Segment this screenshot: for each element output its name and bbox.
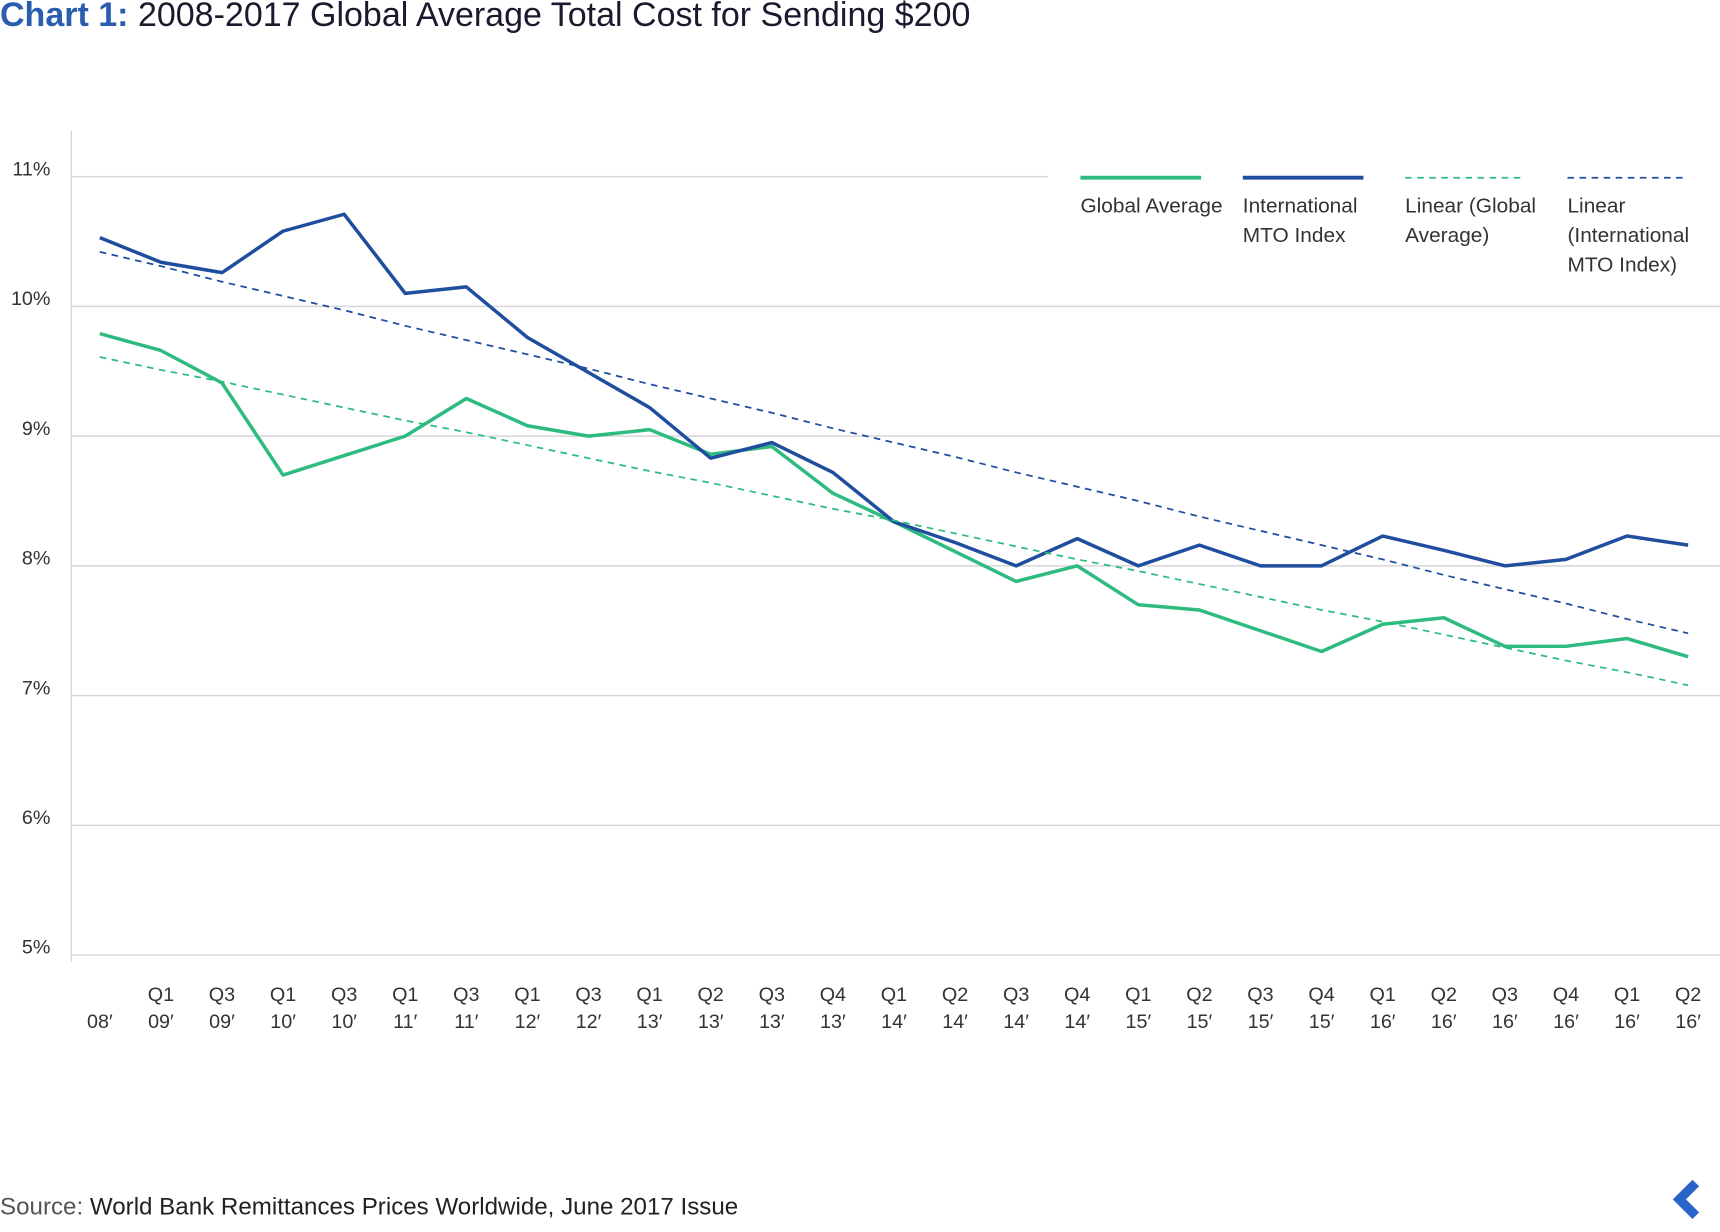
- data-line: [99, 331, 1689, 659]
- x-tick-label: Q3 15′: [1247, 983, 1274, 1033]
- x-tick-label: Q4 14′: [1064, 983, 1091, 1033]
- x-tick-label: Q2 15′: [1186, 983, 1213, 1033]
- x-tick-label: Q1 11′: [392, 983, 419, 1033]
- y-tick-label: 5%: [22, 937, 51, 959]
- source: Source: World Bank Remittances Prices Wo…: [0, 1193, 738, 1221]
- x-tick-label: Q1 10′: [269, 983, 297, 1033]
- title-label: Chart 1:: [0, 0, 129, 34]
- legend-background: [1047, 152, 1720, 284]
- x-tick-label: Q3 09′: [208, 983, 236, 1033]
- trend-line: [99, 356, 1689, 687]
- x-tick-label: Q3 11′: [453, 983, 480, 1033]
- x-tick-label: Q3 12′: [575, 983, 602, 1033]
- x-tick-label: Q3 14′: [1002, 983, 1030, 1033]
- x-tick-label: Q4 16′: [1552, 983, 1580, 1033]
- x-tick-label: Q1 12′: [514, 983, 541, 1033]
- y-tick-label: 11%: [12, 158, 50, 180]
- logo: [1672, 1179, 1700, 1219]
- chart-title: Chart 1: 2008-2017 Global Average Total …: [0, 0, 970, 35]
- trend-line: [99, 251, 1689, 635]
- y-tick-label: 7%: [22, 677, 51, 699]
- y-tick-label: 9%: [22, 418, 51, 440]
- x-tick-label: Q2 13′: [697, 983, 724, 1033]
- x-tick-label: Q1 16′: [1613, 983, 1641, 1033]
- source-label: Source:: [0, 1192, 84, 1221]
- x-tick-label: 08′: [86, 1010, 113, 1033]
- title-text: 2008-2017 Global Average Total Cost for …: [137, 0, 971, 34]
- x-tick-label: Q3 13′: [758, 983, 785, 1033]
- legend-label: International MTO Index: [1242, 195, 1358, 248]
- x-tick-label: Q3 16′: [1491, 983, 1519, 1033]
- x-tick-label: Q2 16′: [1430, 983, 1457, 1033]
- x-tick-label: Q2 16′: [1674, 983, 1702, 1033]
- y-tick-label: 8%: [22, 548, 51, 570]
- x-tick-label: Q1 14′: [880, 983, 908, 1033]
- x-tick-label: Q1 16′: [1369, 983, 1396, 1033]
- x-tick-label: Q1 13′: [636, 983, 663, 1033]
- legend-label: Global Average: [1080, 195, 1223, 219]
- x-tick-label: Q2 14′: [941, 983, 969, 1033]
- x-tick-label: Q1 09′: [147, 983, 175, 1033]
- x-tick-label: Q3 10′: [330, 983, 358, 1033]
- y-tick-label: 6%: [22, 807, 51, 829]
- data-line: [99, 212, 1689, 568]
- legend-label: Linear (Global Average): [1405, 195, 1537, 248]
- source-text: World Bank Remittances Prices Worldwide,…: [89, 1192, 739, 1221]
- x-tick-label: Q1 15′: [1125, 983, 1152, 1033]
- y-tick-label: 10%: [11, 288, 50, 310]
- legend-label: Linear (International MTO Index): [1567, 195, 1690, 277]
- x-tick-label: Q4 15′: [1308, 983, 1335, 1033]
- x-tick-label: Q4 13′: [819, 983, 847, 1033]
